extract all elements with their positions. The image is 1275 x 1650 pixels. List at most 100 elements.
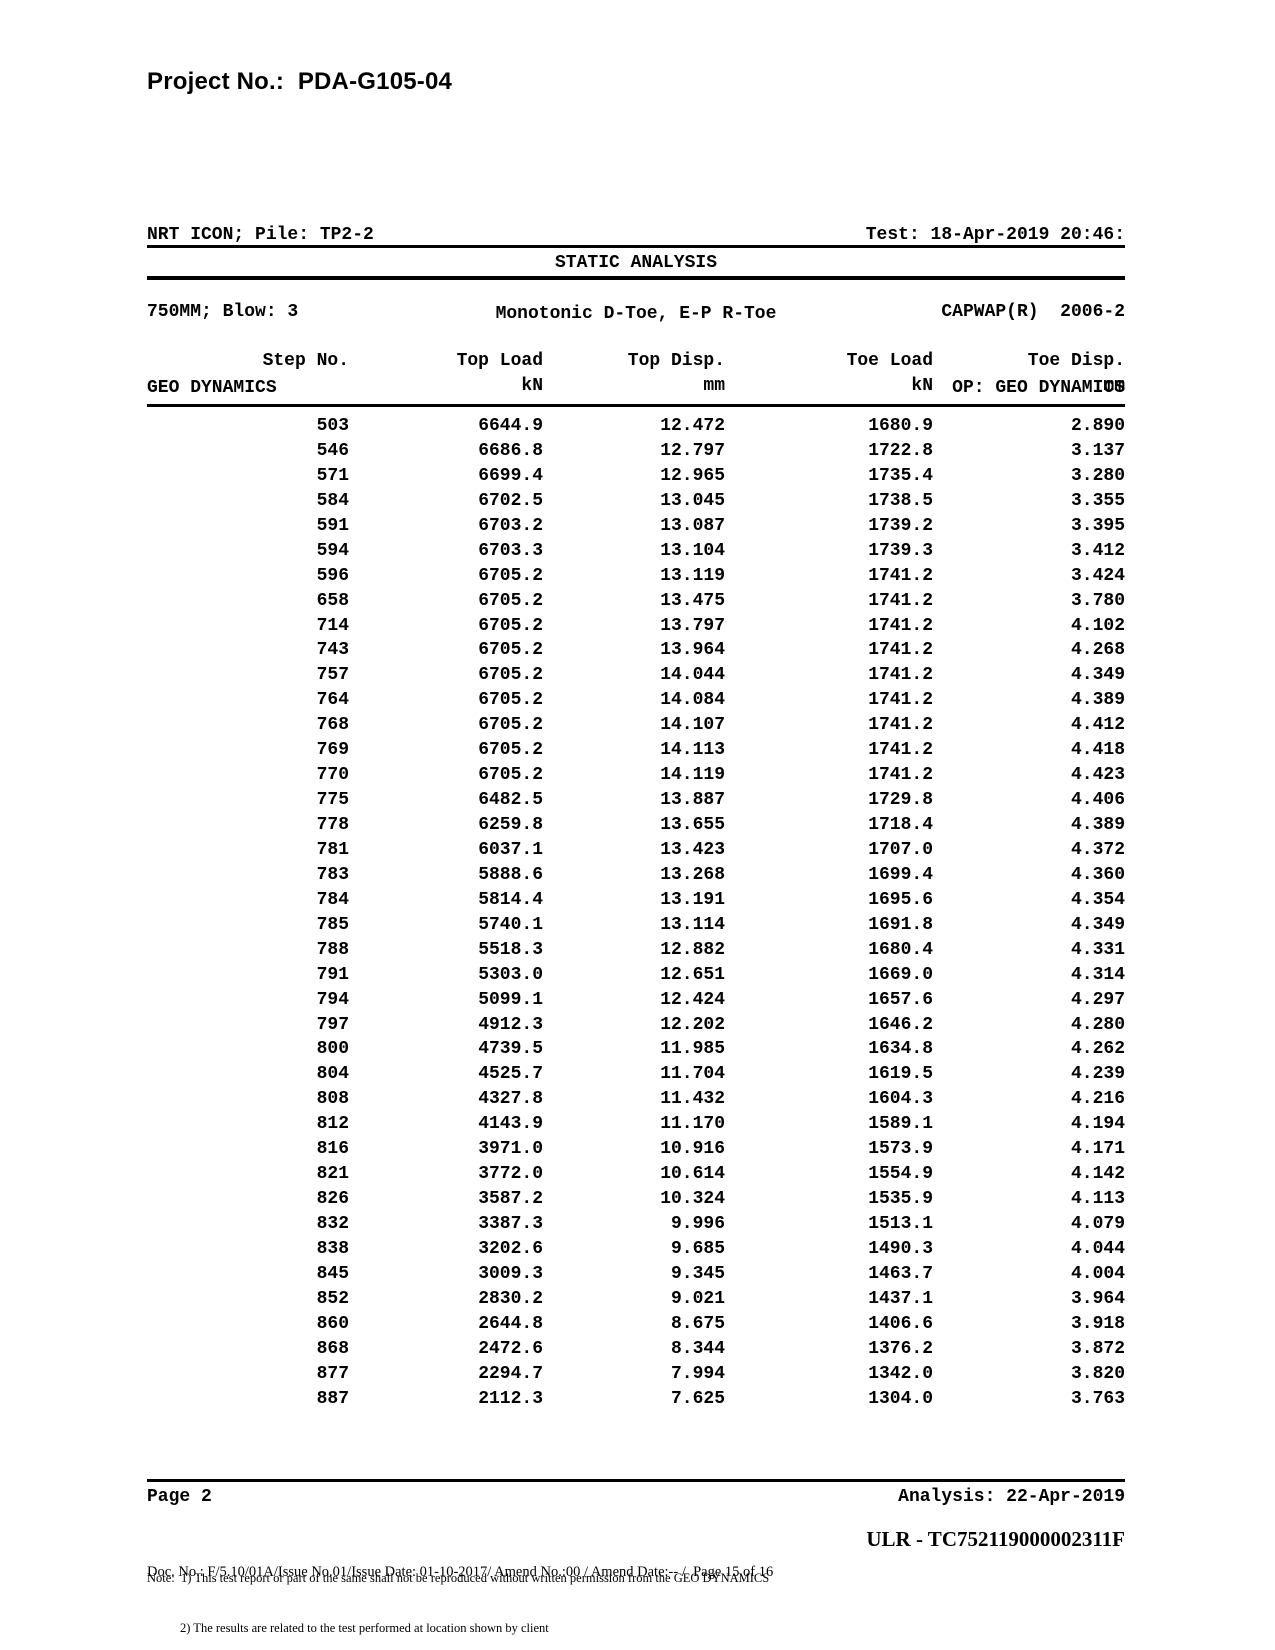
table-cell: 4.372 bbox=[1070, 839, 1125, 860]
table-cell: 783 bbox=[316, 864, 349, 885]
table-cell: 3.137 bbox=[1070, 440, 1125, 461]
table-cell: 3.918 bbox=[1070, 1313, 1125, 1334]
table-row: 816 3971.0 10.916 1573.9 4.171 bbox=[147, 1137, 1125, 1162]
table-cell: 4143.9 bbox=[478, 1114, 543, 1135]
table-row: 591 6703.2 13.087 1739.2 3.395 bbox=[147, 514, 1125, 539]
table-cell: 3.872 bbox=[1070, 1338, 1125, 1359]
table-cell: 5814.4 bbox=[478, 889, 543, 910]
unit-cell: mm bbox=[703, 376, 725, 396]
table-cell: 4.349 bbox=[1070, 914, 1125, 935]
table-cell: 594 bbox=[316, 540, 349, 561]
table-cell: 13.887 bbox=[660, 790, 725, 811]
table-cell: 6259.8 bbox=[478, 815, 543, 835]
table-cell: 4.171 bbox=[1070, 1139, 1125, 1160]
table-cell: 832 bbox=[316, 1214, 349, 1234]
table-cell: 6699.4 bbox=[478, 465, 543, 486]
table-cell: 1741.2 bbox=[868, 590, 933, 611]
table-cell: 7.994 bbox=[670, 1363, 725, 1384]
table-cell: 6705.2 bbox=[478, 640, 543, 661]
table-cell: 1463.7 bbox=[868, 1263, 933, 1284]
table-row: 845 3009.3 9.345 1463.7 4.004 bbox=[147, 1262, 1125, 1287]
table-cell: 13.475 bbox=[660, 590, 725, 611]
table-row: 584 6702.5 13.045 1738.5 3.355 bbox=[147, 489, 1125, 514]
table-cell: 1342.0 bbox=[868, 1363, 933, 1384]
footer-note-line-2: 2) The results are related to the test p… bbox=[180, 1620, 549, 1635]
table-cell: 1589.1 bbox=[868, 1114, 933, 1135]
table-cell: 11.704 bbox=[660, 1064, 725, 1085]
table-cell: 2644.8 bbox=[478, 1313, 543, 1334]
report-header: NRT ICON; Pile: TP2-2 Test: 18-Apr-2019 … bbox=[147, 172, 1125, 453]
table-cell: 596 bbox=[316, 565, 349, 586]
table-row: 877 2294.7 7.994 1342.0 3.820 bbox=[147, 1362, 1125, 1387]
table-cell: 4.297 bbox=[1070, 989, 1125, 1010]
table-cell: 4.268 bbox=[1070, 640, 1125, 661]
table-cell: 845 bbox=[316, 1263, 349, 1284]
table-cell: 6705.2 bbox=[478, 765, 543, 786]
analysis-date-label: Analysis: 22-Apr-2019 bbox=[898, 1487, 1125, 1507]
table-cell: 868 bbox=[316, 1338, 349, 1359]
table-cell: 3.964 bbox=[1070, 1288, 1125, 1309]
table-cell: 3.820 bbox=[1070, 1363, 1125, 1384]
table-cell: 6686.8 bbox=[478, 440, 543, 461]
table-cell: 1490.3 bbox=[868, 1238, 933, 1259]
table-cell: 13.423 bbox=[660, 839, 725, 860]
table-cell: 6703.3 bbox=[478, 540, 543, 561]
table-row: 769 6705.2 14.113 1741.2 4.418 bbox=[147, 738, 1125, 763]
table-cell: 743 bbox=[316, 640, 349, 661]
table-cell: 784 bbox=[316, 889, 349, 910]
table-cell: 1718.4 bbox=[868, 815, 933, 835]
table-cell: 3009.3 bbox=[478, 1263, 543, 1284]
table-cell: 887 bbox=[316, 1388, 349, 1409]
column-header-toe-load: Toe Load bbox=[846, 351, 933, 371]
doc-number-line: Doc. No.: F/5.10/01A/Issue No.01/Issue D… bbox=[147, 1564, 774, 1580]
column-header-top-disp: Top Disp. bbox=[627, 351, 725, 371]
table-row: 785 5740.1 13.114 1691.8 4.349 bbox=[147, 913, 1125, 938]
column-header-top-load: Top Load bbox=[456, 351, 543, 371]
table-cell: 4.389 bbox=[1070, 690, 1125, 711]
page-number-label: Page 2 bbox=[147, 1487, 212, 1507]
table-cell: 1735.4 bbox=[868, 465, 933, 486]
table-cell: 1699.4 bbox=[868, 864, 933, 885]
table-cell: 6705.2 bbox=[478, 590, 543, 611]
table-row: 743 6705.2 13.964 1741.2 4.268 bbox=[147, 638, 1125, 663]
table-row: 784 5814.4 13.191 1695.6 4.354 bbox=[147, 888, 1125, 913]
table-cell: 14.044 bbox=[660, 665, 725, 686]
table-cell: 12.797 bbox=[660, 440, 725, 461]
table-row: 770 6705.2 14.119 1741.2 4.423 bbox=[147, 763, 1125, 788]
table-cell: 770 bbox=[316, 765, 349, 786]
table-cell: 591 bbox=[316, 515, 349, 536]
table-cell: 1741.2 bbox=[868, 640, 933, 661]
table-cell: 4.079 bbox=[1070, 1214, 1125, 1234]
table-cell: 3772.0 bbox=[478, 1164, 543, 1185]
table-cell: 4912.3 bbox=[478, 1014, 543, 1035]
table-cell: 4.389 bbox=[1070, 815, 1125, 835]
table-cell: 1573.9 bbox=[868, 1139, 933, 1160]
table-cell: 4.216 bbox=[1070, 1089, 1125, 1110]
table-cell: 658 bbox=[316, 590, 349, 611]
header-row: NRT ICON; Pile: TP2-2 Test: 18-Apr-2019 … bbox=[147, 223, 1125, 249]
table-row: 596 6705.2 13.119 1741.2 3.424 bbox=[147, 564, 1125, 589]
table-cell: 14.107 bbox=[660, 715, 725, 736]
table-header-row: Step No. Top Load Top Disp. Toe Load Toe… bbox=[147, 351, 1125, 371]
table-row: 812 4143.9 11.170 1589.1 4.194 bbox=[147, 1112, 1125, 1137]
table-cell: 13.655 bbox=[660, 815, 725, 835]
table-cell: 4.194 bbox=[1070, 1114, 1125, 1135]
table-row: 794 5099.1 12.424 1657.6 4.297 bbox=[147, 988, 1125, 1013]
table-cell: 764 bbox=[316, 690, 349, 711]
table-row: 887 2112.3 7.625 1304.0 3.763 bbox=[147, 1387, 1125, 1412]
table-cell: 4.314 bbox=[1070, 964, 1125, 985]
table-row: 800 4739.5 11.985 1634.8 4.262 bbox=[147, 1037, 1125, 1062]
table-cell: 797 bbox=[316, 1014, 349, 1035]
table-cell: 3.355 bbox=[1070, 490, 1125, 511]
table-cell: 13.104 bbox=[660, 540, 725, 561]
table-cell: 769 bbox=[316, 740, 349, 761]
table-cell: 4.354 bbox=[1070, 889, 1125, 910]
pile-id-label: NRT ICON; Pile: TP2-2 bbox=[147, 225, 374, 245]
table-cell: 1739.2 bbox=[868, 515, 933, 536]
table-cell: 3202.6 bbox=[478, 1238, 543, 1259]
unit-cell: mm bbox=[1103, 376, 1125, 396]
table-row: 860 2644.8 8.675 1406.6 3.918 bbox=[147, 1312, 1125, 1337]
table-cell: 1741.2 bbox=[868, 715, 933, 736]
table-cell: 9.021 bbox=[670, 1288, 725, 1309]
